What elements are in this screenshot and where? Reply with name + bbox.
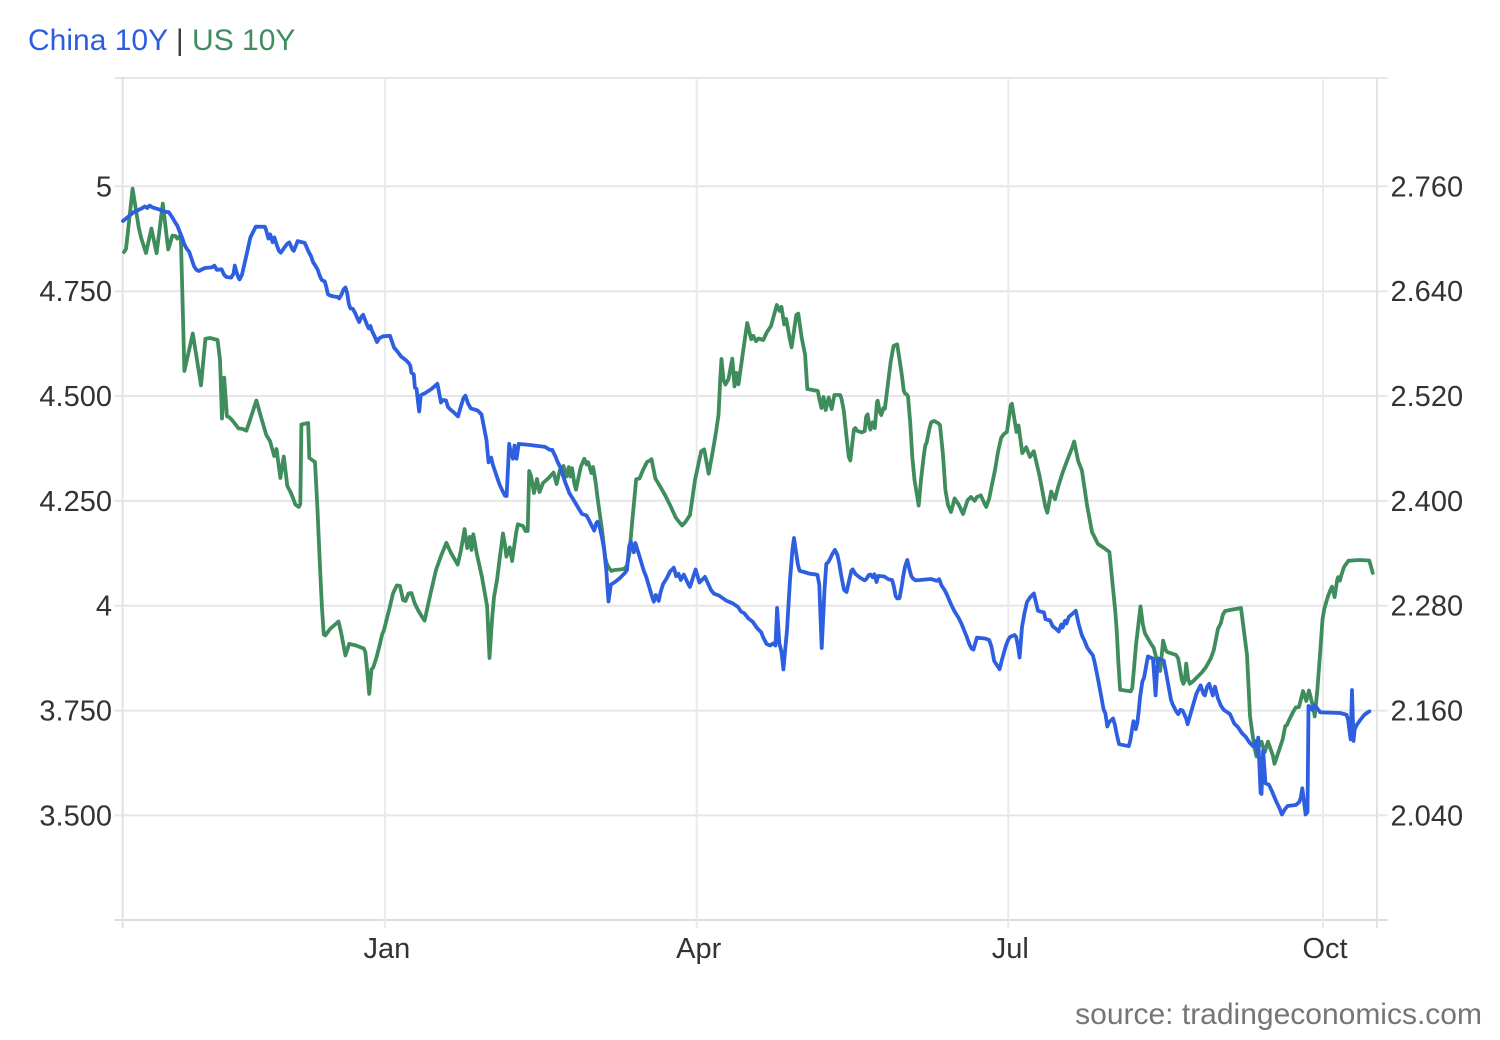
svg-text:3.500: 3.500 <box>39 800 112 832</box>
svg-text:4.250: 4.250 <box>39 486 112 518</box>
svg-text:3.750: 3.750 <box>39 696 112 728</box>
svg-text:2.040: 2.040 <box>1391 800 1464 832</box>
svg-text:Jan: Jan <box>364 933 411 965</box>
svg-text:2.400: 2.400 <box>1391 486 1464 518</box>
svg-text:2.520: 2.520 <box>1391 381 1464 413</box>
svg-text:Jul: Jul <box>992 933 1029 965</box>
svg-text:2.640: 2.640 <box>1391 276 1464 308</box>
svg-text:4.750: 4.750 <box>39 276 112 308</box>
svg-text:2.760: 2.760 <box>1391 171 1464 203</box>
svg-text:5: 5 <box>96 171 112 203</box>
svg-text:4: 4 <box>96 591 112 623</box>
svg-text:2.160: 2.160 <box>1391 696 1464 728</box>
svg-text:2.280: 2.280 <box>1391 591 1464 623</box>
svg-text:Apr: Apr <box>676 933 721 965</box>
svg-text:4.500: 4.500 <box>39 381 112 413</box>
svg-text:Oct: Oct <box>1302 933 1347 965</box>
